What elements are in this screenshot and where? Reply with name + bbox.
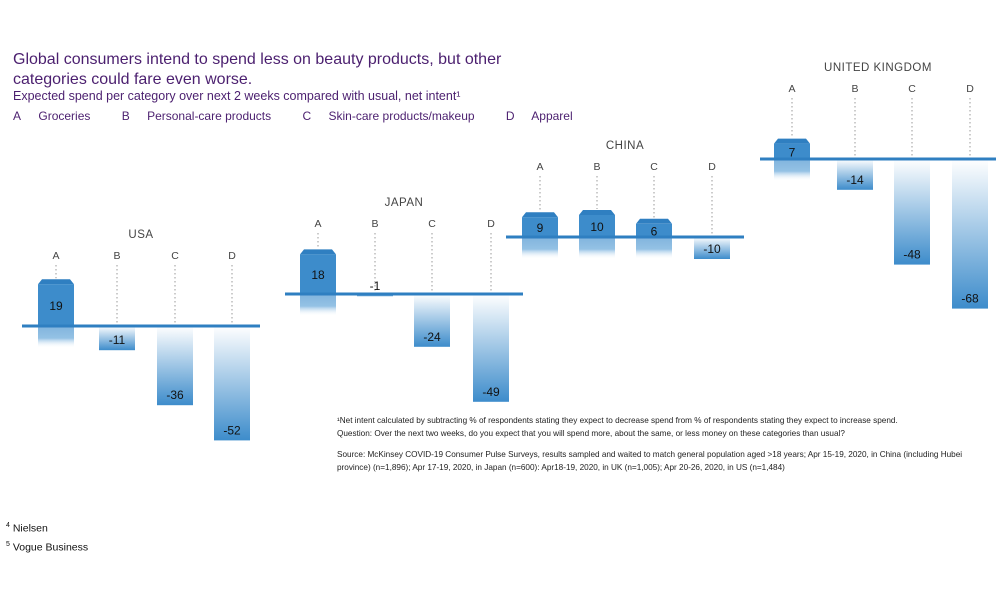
bar	[473, 294, 509, 402]
bar	[952, 159, 988, 309]
data-label: 7	[789, 145, 796, 159]
bar-cap	[300, 249, 336, 255]
bar	[522, 217, 558, 237]
legend: A Groceries B Personal-care products C S…	[13, 109, 601, 123]
references: 4 Nielsen 5 Vogue Business	[6, 518, 88, 555]
category-label: D	[228, 250, 236, 262]
data-label: -24	[423, 330, 441, 344]
data-label: 18	[311, 268, 325, 282]
category-label: A	[314, 218, 321, 230]
category-label: A	[788, 83, 795, 95]
data-label: -52	[223, 423, 241, 437]
country-label-united-kingdom: UNITED KINGDOM	[824, 62, 932, 74]
category-label: D	[487, 218, 495, 230]
bar	[774, 143, 810, 159]
bar-cap	[636, 218, 672, 224]
legend-item-a: A Groceries	[13, 109, 91, 123]
baseline	[760, 157, 996, 161]
category-label: C	[650, 161, 658, 173]
data-label: 19	[49, 299, 63, 313]
notes: ¹Net intent calculated by subtracting % …	[337, 415, 997, 474]
reference-item: 4 Nielsen	[6, 522, 48, 535]
bar	[214, 326, 250, 441]
data-label: -36	[166, 388, 184, 402]
bar-cap	[38, 279, 74, 285]
baseline	[506, 235, 744, 239]
country-label-japan: JAPAN	[385, 197, 424, 209]
chart-subtitle: Expected spend per category over next 2 …	[13, 89, 461, 103]
category-label: B	[593, 161, 600, 173]
data-label: -1	[370, 279, 381, 293]
category-label: B	[851, 83, 858, 95]
bar-cap	[774, 138, 810, 144]
data-label: 10	[590, 220, 604, 234]
data-label: -11	[109, 333, 126, 347]
category-label: C	[908, 83, 916, 95]
bar	[99, 326, 135, 351]
bar	[300, 254, 336, 294]
bar-reflection	[636, 237, 672, 259]
bar-reflection	[579, 237, 615, 259]
data-label: -68	[961, 292, 979, 306]
country-label-china: CHINA	[606, 140, 644, 152]
category-label: A	[536, 161, 543, 173]
data-label: 6	[651, 224, 658, 238]
source-note: Source: McKinsey COVID-19 Consumer Pulse…	[337, 450, 963, 472]
legend-item-b: B Personal-care products	[121, 109, 272, 123]
bar	[414, 294, 450, 347]
baseline	[285, 292, 523, 296]
country-label-usa: USA	[128, 229, 153, 241]
legend-item-c: C Skin-care products/makeup	[302, 109, 475, 123]
data-label: 9	[537, 221, 544, 235]
category-label: B	[113, 250, 120, 262]
bar	[694, 237, 730, 259]
bar	[579, 215, 615, 237]
baseline	[22, 324, 260, 328]
legend-item-d: D Apparel	[505, 109, 573, 123]
bar-reflection	[38, 326, 74, 348]
data-label: -49	[482, 385, 500, 399]
bar-cap	[579, 210, 615, 215]
question-note: Question: Over the next two weeks, do yo…	[337, 428, 845, 438]
data-label: -48	[903, 248, 921, 262]
bar	[38, 284, 74, 326]
footnote: ¹Net intent calculated by subtracting % …	[337, 416, 898, 425]
category-label: C	[428, 218, 436, 230]
chart-title: Global consumers intend to spend less on…	[13, 51, 502, 88]
bar-reflection	[774, 159, 810, 181]
bar-cap	[522, 212, 558, 218]
category-label: B	[371, 218, 378, 230]
bar	[157, 326, 193, 406]
data-label: -10	[703, 242, 721, 256]
reference-item: 5 Vogue Business	[6, 540, 89, 554]
bar	[837, 159, 873, 190]
category-label: A	[52, 250, 59, 262]
bar	[636, 223, 672, 237]
bar-reflection	[300, 294, 336, 316]
category-label: C	[171, 250, 179, 262]
bar-reflection	[522, 237, 558, 259]
data-label: -14	[846, 173, 864, 187]
category-label: D	[708, 161, 716, 173]
category-label: D	[966, 83, 974, 95]
bar	[894, 159, 930, 265]
